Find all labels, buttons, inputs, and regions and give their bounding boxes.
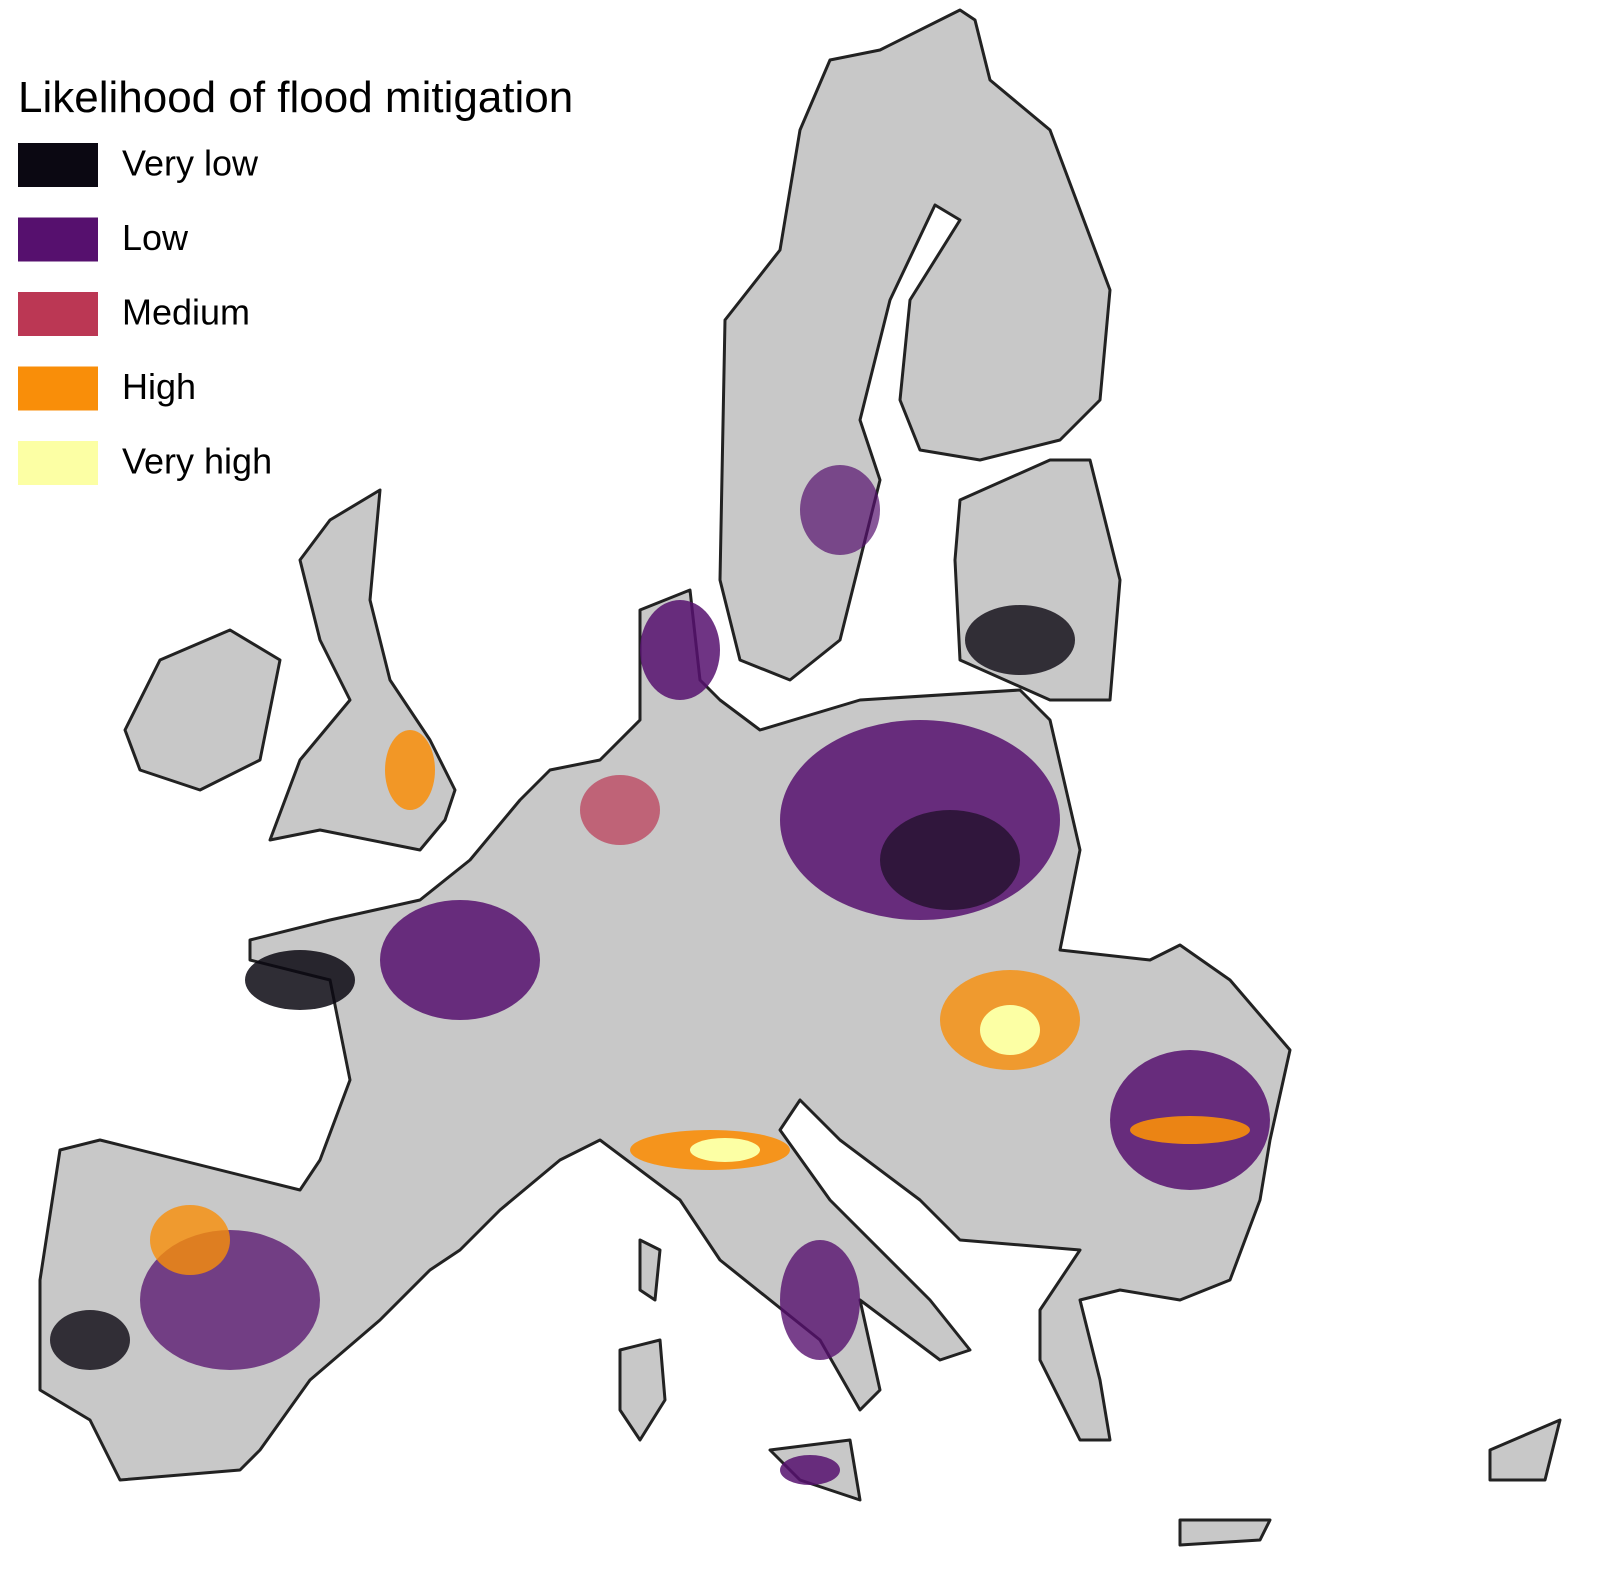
zone: [580, 775, 660, 845]
sardinia: [618, 1338, 667, 1442]
zone: [690, 1138, 760, 1162]
legend-label: Low: [122, 217, 189, 258]
zone: [385, 730, 435, 810]
flood-zones: [50, 465, 1270, 1485]
cyprus: [1488, 1418, 1562, 1482]
zone: [780, 1240, 860, 1360]
ireland: [123, 628, 282, 792]
corsica: [638, 1238, 662, 1302]
zone: [880, 810, 1020, 910]
legend: Very low Low Medium High Very high: [18, 143, 272, 485]
zone: [150, 1205, 230, 1275]
legend-label: Very low: [122, 143, 259, 184]
legend-label: High: [122, 366, 196, 407]
zone: [800, 465, 880, 555]
legend-swatch: [18, 441, 98, 485]
legend-swatch: [18, 292, 98, 336]
zone: [640, 600, 720, 700]
legend-swatch: [18, 217, 98, 262]
zone: [965, 605, 1075, 675]
zone: [980, 1005, 1040, 1055]
zone: [245, 950, 355, 1010]
zone: [1130, 1116, 1250, 1144]
zone: [380, 900, 540, 1020]
legend-title: Likelihood of flood mitigation: [18, 73, 573, 122]
zone: [50, 1310, 130, 1370]
legend-swatch: [18, 366, 98, 411]
legend-label: Medium: [122, 292, 250, 333]
legend-swatch: [18, 143, 98, 187]
zone: [780, 1455, 840, 1485]
crete: [1178, 1518, 1272, 1547]
legend-label: Very high: [122, 441, 272, 482]
